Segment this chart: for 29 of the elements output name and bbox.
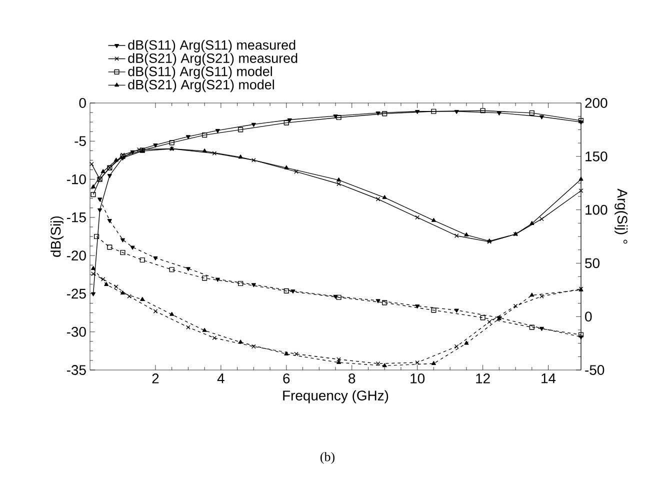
x-tick-label: 6	[283, 374, 290, 384]
legend-label: dB(S21) Arg(S21) model	[128, 80, 274, 92]
y-tick-label: -20	[66, 250, 86, 261]
y-tick-label: 0	[79, 98, 86, 108]
y-tick-label: -10	[66, 174, 86, 184]
legend-label: dB(S11) Arg(S11) measured	[128, 40, 296, 52]
y2-tick-label: 150	[586, 151, 608, 162]
y2-tick-label: 50	[585, 258, 600, 268]
y2-axis-title: Arg(Sij) °	[614, 188, 628, 244]
x-tick-label: 14	[542, 374, 556, 384]
y-tick-label: -35	[66, 365, 86, 375]
y-tick-label: -30	[66, 326, 86, 337]
x-tick-label: 2	[152, 374, 159, 384]
legend-label: dB(S21) Arg(S21) measured	[128, 53, 298, 66]
y-tick-label: -15	[66, 212, 86, 222]
x-axis-title: Frequency (GHz)	[283, 390, 388, 404]
x-tick-label: 8	[348, 374, 356, 384]
x-tick-label: 4	[217, 374, 224, 384]
y2-tick-label: 200	[585, 98, 608, 108]
y2-tick-label: -50	[585, 365, 604, 375]
y2-tick-label: 0	[585, 312, 592, 322]
text: (b)	[320, 452, 334, 464]
y-axis-title: dB(Sij)	[50, 216, 64, 257]
x-tick-label: 12	[476, 374, 490, 384]
legend-label: dB(S11) Arg(S11) model	[128, 66, 272, 79]
y2-tick-label: 100	[586, 204, 608, 215]
x-tick-label: 10	[410, 374, 425, 384]
y-tick-label: -25	[66, 288, 86, 299]
y-tick-label: -5	[74, 136, 86, 146]
